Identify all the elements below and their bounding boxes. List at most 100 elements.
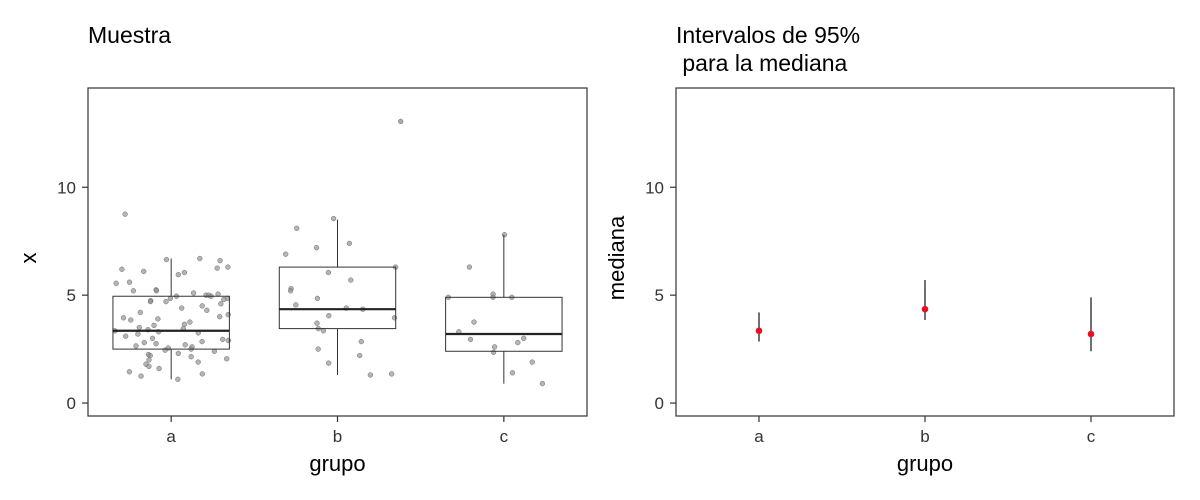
y-tick-label: 5 — [655, 286, 664, 305]
data-point — [153, 341, 159, 347]
data-point — [218, 301, 224, 307]
data-point — [128, 317, 134, 323]
chart-title: Intervalos de 95% para la mediana — [676, 22, 860, 76]
y-tick-label: 0 — [655, 394, 664, 413]
median-interval-chart: Intervalos de 95% para la mediana 0 5 10 a b c… — [604, 22, 1175, 476]
data-point — [113, 280, 119, 286]
data-point — [175, 376, 181, 382]
data-point — [539, 380, 546, 387]
data-point — [294, 225, 300, 231]
outlier-point — [398, 118, 404, 125]
data-point — [156, 365, 162, 372]
data-point — [358, 338, 364, 345]
data-point — [126, 369, 133, 375]
data-point — [179, 305, 185, 311]
box-iqr — [445, 296, 563, 352]
data-point — [163, 298, 169, 305]
data-point — [133, 343, 139, 349]
data-point — [122, 211, 128, 217]
data-point — [155, 316, 161, 322]
chart-title: Muestra — [88, 22, 171, 48]
data-point — [187, 319, 193, 325]
data-point — [147, 352, 153, 359]
data-point — [521, 335, 527, 341]
data-point — [221, 296, 227, 303]
data-point — [130, 288, 137, 294]
chart-title-line: Muestra — [88, 22, 171, 48]
data-point — [126, 279, 133, 285]
data-point — [326, 360, 332, 366]
y-tick-label: 10 — [57, 178, 76, 197]
data-point — [326, 313, 332, 319]
data-point — [357, 352, 363, 359]
data-point — [199, 303, 205, 309]
data-point — [123, 333, 129, 339]
data-point — [293, 302, 299, 308]
data-point — [315, 346, 321, 352]
data-point — [313, 245, 320, 251]
data-point — [346, 240, 353, 247]
data-point — [287, 288, 294, 294]
x-tick-label: a — [166, 427, 176, 446]
data-point — [224, 356, 230, 362]
data-point — [199, 338, 205, 345]
data-point — [195, 359, 201, 365]
box-iqr — [112, 295, 230, 350]
data-point — [149, 335, 156, 341]
data-point — [146, 357, 152, 363]
data-point — [466, 264, 473, 270]
data-point — [529, 359, 535, 365]
data-point — [141, 268, 147, 275]
y-tick-label: 0 — [67, 394, 76, 413]
data-point — [225, 264, 231, 270]
x-axis-title: grupo — [897, 451, 953, 476]
data-point — [471, 319, 477, 325]
data-point — [151, 322, 157, 329]
plot-frame — [675, 87, 1175, 417]
data-point — [509, 370, 516, 376]
data-point — [119, 266, 125, 272]
data-point — [204, 307, 210, 313]
data-point — [153, 288, 160, 294]
y-tick-label: 10 — [645, 178, 664, 197]
data-point — [225, 337, 232, 344]
data-point — [138, 373, 144, 379]
data-point — [141, 339, 147, 346]
data-point — [515, 339, 521, 346]
data-point — [120, 315, 127, 321]
data-point — [314, 320, 320, 326]
x-tick-label: a — [754, 427, 764, 446]
y-axis-title: x — [16, 253, 41, 264]
data-point — [175, 350, 181, 357]
data-point — [348, 277, 354, 283]
data-point — [325, 269, 332, 276]
data-point — [283, 251, 289, 257]
x-tick-label: b — [333, 427, 342, 446]
data-point — [135, 331, 141, 337]
data-point — [181, 321, 188, 327]
data-point — [136, 324, 142, 331]
data-point — [190, 290, 197, 296]
box-iqr — [278, 266, 397, 330]
x-tick-label: c — [500, 427, 509, 446]
data-point — [137, 309, 143, 316]
data-point — [146, 363, 152, 370]
x-axis-title: grupo — [309, 451, 365, 476]
data-point — [467, 336, 474, 343]
data-point — [197, 255, 203, 262]
data-point — [491, 344, 498, 350]
data-point — [188, 354, 194, 360]
plot-frame — [87, 87, 588, 417]
chart-title-line: para la mediana — [676, 50, 848, 76]
data-point — [199, 371, 205, 377]
data-point — [320, 328, 327, 334]
data-point — [217, 314, 223, 320]
x-tick-label: b — [920, 427, 929, 446]
data-point — [211, 348, 218, 354]
x-tick-label: c — [1087, 427, 1096, 446]
data-point — [388, 371, 395, 377]
data-point — [162, 347, 168, 353]
data-point — [501, 232, 508, 238]
data-point — [367, 372, 374, 378]
